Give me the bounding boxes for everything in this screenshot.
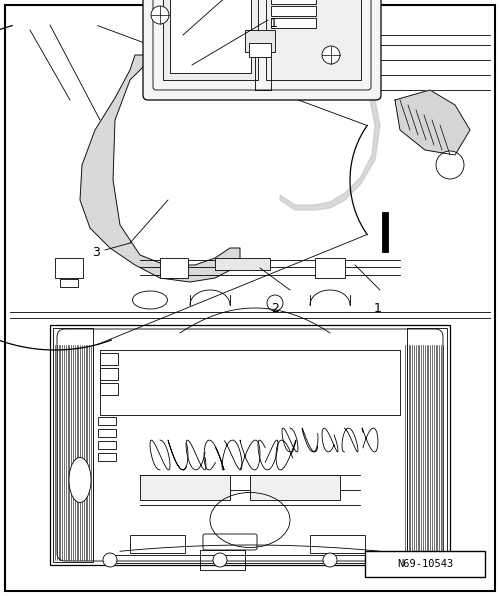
Bar (310, 535, 365, 553)
Bar (60, 279, 78, 287)
Bar (250, 475, 340, 500)
Polygon shape (80, 45, 272, 282)
Bar (200, 550, 245, 570)
Bar (266, 0, 361, 80)
Bar (271, 6, 316, 16)
Bar (100, 368, 118, 380)
Bar (98, 417, 116, 425)
Circle shape (322, 46, 340, 64)
Bar (105, 555, 395, 563)
Bar (249, 43, 271, 57)
Polygon shape (280, 60, 380, 210)
Bar (140, 475, 230, 500)
Bar (365, 551, 485, 577)
Bar (98, 441, 116, 449)
Ellipse shape (69, 458, 91, 502)
Circle shape (213, 553, 227, 567)
Bar (271, 18, 316, 28)
Bar (245, 30, 275, 52)
Circle shape (323, 553, 337, 567)
Bar (100, 353, 118, 365)
Bar (160, 258, 188, 278)
Circle shape (103, 553, 117, 567)
Bar (50, 325, 450, 565)
Bar (53, 328, 93, 562)
Bar (315, 258, 345, 278)
Text: 1: 1 (374, 302, 382, 315)
Bar (100, 350, 400, 415)
Ellipse shape (132, 291, 168, 309)
Bar (163, 0, 258, 80)
Text: N69-10543: N69-10543 (397, 559, 453, 569)
Bar (98, 453, 116, 461)
Bar (100, 383, 118, 395)
Circle shape (267, 295, 283, 311)
Bar (215, 258, 270, 270)
Text: 3: 3 (92, 246, 100, 259)
Text: 2: 2 (271, 302, 279, 315)
Circle shape (151, 6, 169, 24)
Text: 1: 1 (270, 17, 278, 30)
Bar (130, 535, 185, 553)
Bar (382, 212, 388, 252)
Bar (407, 328, 447, 562)
Circle shape (413, 553, 427, 567)
Polygon shape (395, 90, 470, 155)
Circle shape (436, 151, 464, 179)
FancyBboxPatch shape (143, 0, 381, 100)
Bar (170, 0, 251, 73)
Bar (55, 258, 83, 278)
Bar (98, 429, 116, 437)
Bar (271, 0, 316, 4)
